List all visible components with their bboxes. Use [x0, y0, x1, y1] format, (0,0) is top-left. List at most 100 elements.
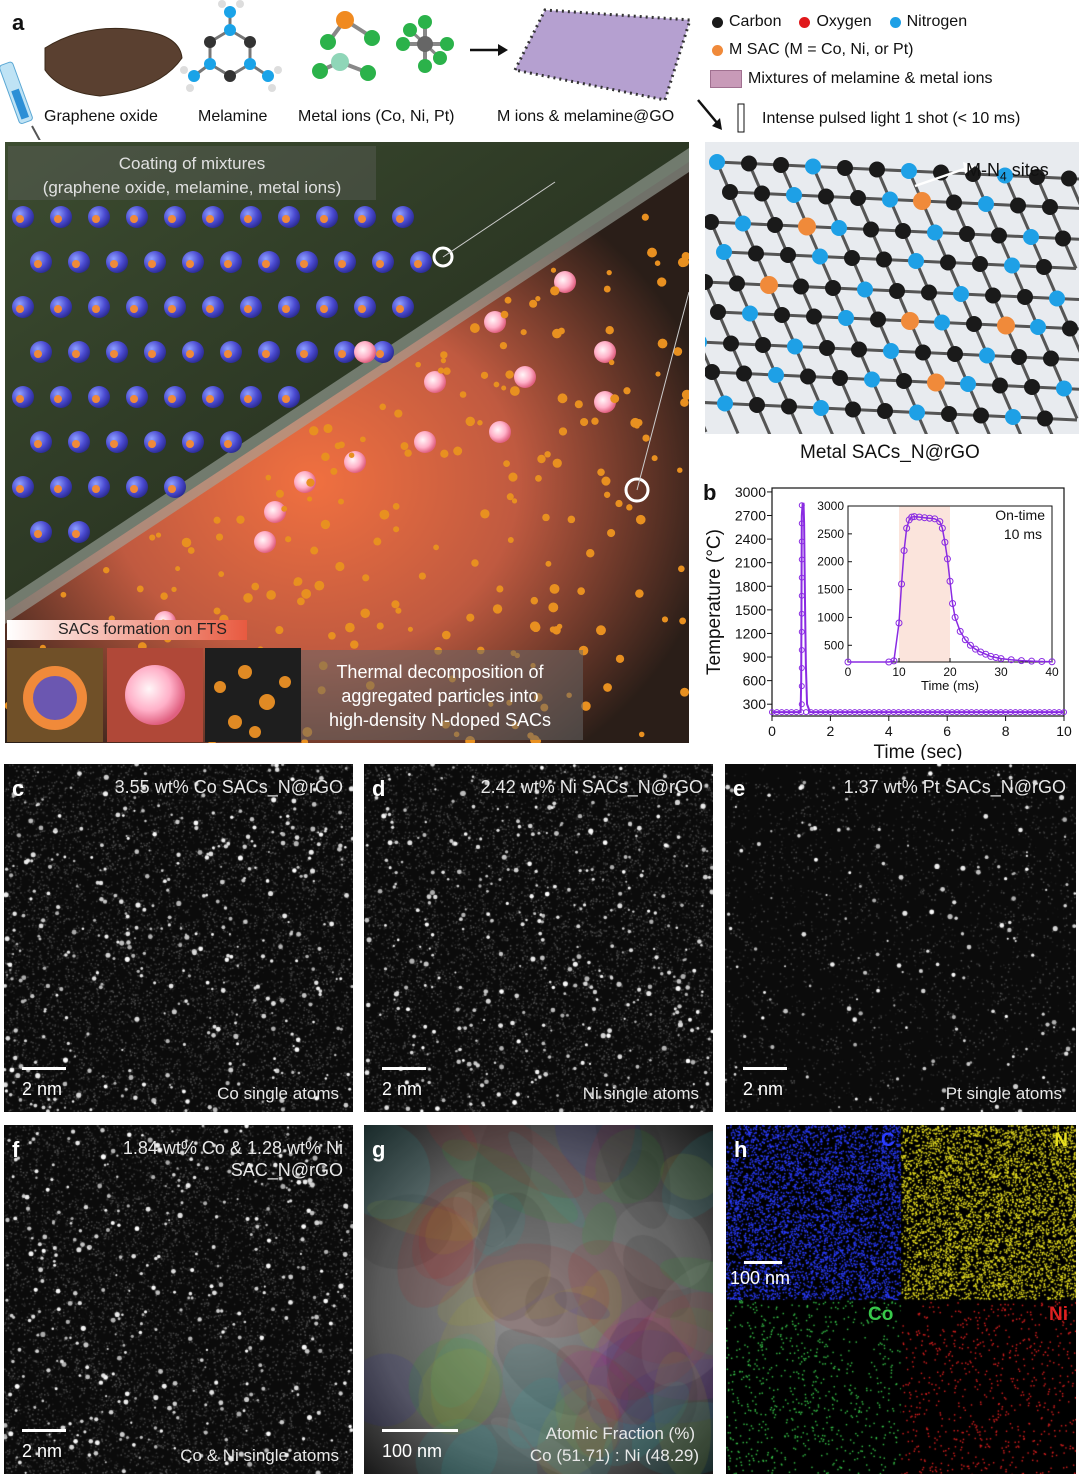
metal-speck [110, 260, 118, 268]
em-panel-c: c 3.55 wt% Co SACs_N@rGO 2 nm Co single ato… [4, 764, 353, 1112]
sac-dot [281, 505, 288, 512]
map-label-n: N [1054, 1130, 1068, 1151]
sac-dot [321, 452, 330, 462]
sac-dot [348, 452, 355, 458]
lattice-atom [864, 371, 880, 388]
sac-dot [577, 587, 585, 595]
lattice-atom [722, 184, 738, 200]
lattice-atom [710, 304, 726, 320]
lattice-atom [774, 307, 790, 323]
lattice-atom [895, 223, 911, 239]
lattice-atom [973, 407, 989, 424]
lattice-atom [1062, 320, 1078, 337]
sac-dot [531, 622, 541, 633]
em-caption-2: Co (51.71) : Ni (48.29) [529, 1446, 699, 1465]
inset-series-point [910, 513, 918, 521]
y-tick-label: 3000 [735, 484, 766, 500]
metal-speck [168, 305, 176, 313]
metal-speck [16, 305, 24, 313]
lattice-atom [901, 163, 917, 179]
legend-mixtures: Mixtures of melamine & metal ions [748, 70, 993, 87]
metal-speck [54, 305, 62, 313]
lattice-atom [915, 344, 931, 361]
metal-speck [282, 395, 290, 403]
sac-dot [309, 426, 319, 436]
lattice-atom [863, 221, 879, 238]
decomposing-particle [594, 341, 616, 363]
label-melamine: Melamine [198, 108, 268, 125]
lattice-atom [877, 403, 893, 419]
sac-dot [181, 537, 192, 548]
lattice-atom [1030, 319, 1046, 335]
sac-dot [323, 423, 333, 434]
legend-oxygen: Oxygen [816, 13, 872, 30]
inset-series-point [951, 613, 959, 621]
decomposing-particle [294, 471, 316, 493]
lattice-atom [991, 227, 1007, 244]
y-tick-label: 600 [743, 673, 767, 689]
metal-speck [16, 485, 24, 493]
lattice-atom [953, 286, 969, 302]
sac-dot [335, 561, 345, 572]
lattice-atom [876, 251, 892, 268]
metal-speck [148, 260, 156, 268]
pulse-arrow-icon [697, 99, 745, 133]
inset-series-point [956, 627, 964, 635]
main-series-point [798, 701, 805, 708]
metal-speck [338, 260, 346, 268]
on-time-value: 10 ms [1004, 526, 1042, 542]
metal-speck [168, 395, 176, 403]
lattice-atom [755, 337, 771, 353]
panel-label-f: f [12, 1137, 20, 1162]
scale-text: 2 nm [382, 1079, 423, 1099]
lattice-atom [741, 155, 757, 172]
sac-dot [608, 359, 615, 366]
sac-dot [507, 537, 514, 543]
inset-series-point [890, 657, 898, 665]
inset-series-point [1028, 657, 1036, 665]
lattice-atom [946, 194, 962, 211]
metal-speck [148, 350, 156, 358]
sac-dot [673, 347, 683, 356]
panel-label-b: b [703, 480, 717, 505]
sac-dot [306, 478, 315, 487]
decomposing-particle [344, 451, 366, 473]
inset-x-tick-label: 0 [845, 665, 852, 679]
y-tick-label: 2700 [735, 508, 766, 524]
sac-dot [418, 572, 426, 580]
metal-speck [92, 215, 100, 223]
sac-dot [376, 622, 384, 630]
carbon-dot-icon [712, 16, 723, 28]
y-tick-label: 2100 [735, 555, 766, 571]
lattice-atom [1037, 410, 1053, 427]
metal-speck [168, 485, 176, 493]
on-time-shading [899, 506, 950, 662]
lattice-atom [729, 275, 745, 292]
inset-series-point [885, 658, 893, 666]
lattice-atom [908, 253, 924, 269]
sac-dot [597, 468, 605, 477]
sac-dot [635, 514, 646, 525]
inset-series-point [1017, 657, 1025, 665]
sac-dot [443, 367, 451, 375]
metal-speck [300, 350, 308, 358]
metal-speck [130, 215, 138, 223]
mn4-text: M-N [966, 160, 1000, 180]
sac-dot [601, 476, 611, 486]
metal-speck [72, 440, 80, 448]
lattice-illustration [705, 142, 1079, 434]
metal-speck [34, 350, 42, 358]
lattice-atom [1024, 379, 1040, 395]
sac-dot [679, 257, 689, 267]
sac-dot [623, 387, 631, 395]
sac-dot [275, 489, 284, 498]
y-tick-label: 300 [743, 696, 767, 712]
lattice-atom [754, 185, 770, 202]
sac-dot [175, 566, 181, 572]
sac-dot [544, 451, 551, 458]
inset-series-point [926, 514, 934, 522]
lattice-atom [1061, 170, 1077, 187]
sac-dot [603, 285, 611, 293]
decomposing-particle [254, 531, 276, 553]
lattice-atom [927, 373, 945, 392]
